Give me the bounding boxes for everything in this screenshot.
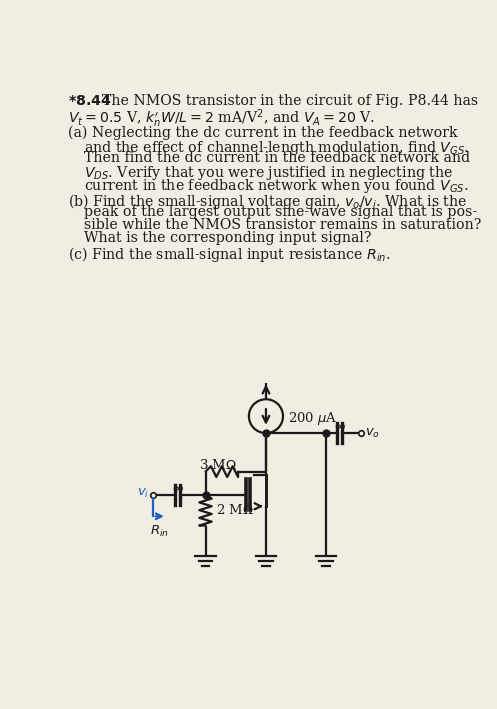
Text: (c) Find the small-signal input resistance $R_{in}$.: (c) Find the small-signal input resistan… <box>68 245 391 264</box>
Text: $\infty$: $\infty$ <box>171 481 184 495</box>
Text: $\mathbf{*8.44}$: $\mathbf{*8.44}$ <box>68 94 112 108</box>
Text: $v_i$: $v_i$ <box>137 487 150 501</box>
Text: $R_{in}$: $R_{in}$ <box>150 524 168 539</box>
Text: $V_t = 0.5$ V, $k_n^\prime W/L = 2$ mA/V$^2$, and $V_A = 20$ V.: $V_t = 0.5$ V, $k_n^\prime W/L = 2$ mA/V… <box>68 107 376 130</box>
Text: peak of the largest output sine-wave signal that is pos-: peak of the largest output sine-wave sig… <box>84 205 477 219</box>
Text: The NMOS transistor in the circuit of Fig. P8.44 has: The NMOS transistor in the circuit of Fi… <box>102 94 479 108</box>
Text: $\infty$: $\infty$ <box>333 419 346 433</box>
Text: What is the corresponding input signal?: What is the corresponding input signal? <box>84 230 371 245</box>
Text: (b) Find the small-signal voltage gain, $v_o/v_i$. What is the: (b) Find the small-signal voltage gain, … <box>68 193 468 211</box>
Text: 200 $\mu$A: 200 $\mu$A <box>288 410 337 427</box>
Text: and the effect of channel-length modulation, find $V_{GS}$.: and the effect of channel-length modulat… <box>84 138 469 157</box>
Text: (a) Neglecting the dc current in the feedback network: (a) Neglecting the dc current in the fee… <box>68 126 458 140</box>
Text: current in the feedback network when you found $V_{GS}$.: current in the feedback network when you… <box>84 177 469 195</box>
Text: Then find the dc current in the feedback network and: Then find the dc current in the feedback… <box>84 151 470 165</box>
Text: $v_o$: $v_o$ <box>365 427 380 440</box>
Text: $V_{DS}$. Verify that you were justified in neglecting the: $V_{DS}$. Verify that you were justified… <box>84 164 453 182</box>
Text: 3 M$\Omega$: 3 M$\Omega$ <box>199 458 237 471</box>
Text: 2 M$\Omega$: 2 M$\Omega$ <box>216 503 254 517</box>
Text: sible while the NMOS transistor remains in saturation?: sible while the NMOS transistor remains … <box>84 218 481 232</box>
